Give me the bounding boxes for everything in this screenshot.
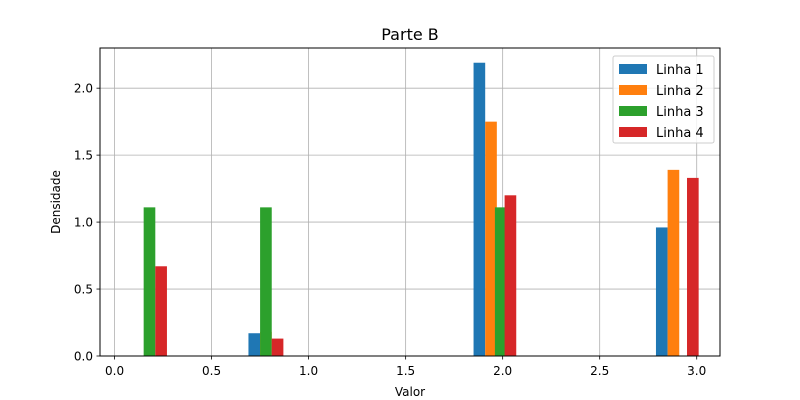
y-axis-label: Densidade bbox=[49, 170, 63, 234]
bar-linha-2 bbox=[485, 121, 497, 356]
bar-linha-4 bbox=[271, 338, 284, 356]
legend-swatch bbox=[619, 85, 647, 95]
legend-label: Linha 2 bbox=[656, 84, 704, 99]
y-tick-label: 1.5 bbox=[74, 149, 93, 163]
bar-linha-1 bbox=[473, 62, 486, 356]
bar-linha-4 bbox=[504, 195, 517, 356]
bar-linha-2 bbox=[667, 169, 680, 356]
legend-swatch bbox=[619, 106, 647, 116]
legend: Linha 1 Linha 2 Linha 3 Linha 4 bbox=[612, 55, 715, 144]
y-tick-label: 1.0 bbox=[74, 216, 93, 230]
bar-linha-4 bbox=[155, 266, 167, 356]
x-tick-label: 2.0 bbox=[493, 364, 512, 378]
bar-linha-4 bbox=[687, 177, 699, 356]
legend-label: Linha 1 bbox=[656, 63, 704, 78]
grid-lines bbox=[100, 48, 720, 357]
bar-linha-3 bbox=[494, 207, 507, 356]
x-tick-label: 1.5 bbox=[396, 364, 415, 378]
x-tick-label: 0.0 bbox=[105, 364, 124, 378]
x-tick-label: 0.5 bbox=[202, 364, 221, 378]
bar-linha-1 bbox=[655, 227, 668, 356]
legend-label: Linha 4 bbox=[656, 126, 704, 141]
legend-swatch bbox=[619, 64, 647, 74]
y-tick-label: 0.5 bbox=[74, 283, 93, 297]
legend-label: Linha 3 bbox=[656, 105, 704, 120]
y-tick-label: 2.0 bbox=[74, 82, 93, 96]
x-tick-label: 2.5 bbox=[590, 364, 609, 378]
bars bbox=[143, 62, 699, 356]
bar-linha-3 bbox=[143, 207, 156, 356]
y-tick-label: 0.0 bbox=[74, 350, 93, 364]
x-axis-label: Valor bbox=[395, 385, 425, 399]
x-tick-label: 1.0 bbox=[299, 364, 318, 378]
chart-title: Parte B bbox=[381, 25, 439, 44]
bar-linha-1 bbox=[248, 333, 261, 356]
plot-frame bbox=[99, 47, 721, 357]
x-tick-label: 3.0 bbox=[687, 364, 706, 378]
ticks: 0.0 0.5 1.0 1.5 2.0 2.5 3.0 0.0 0.5 1.0 1.5 2.0 bbox=[74, 82, 706, 378]
legend-box bbox=[612, 55, 715, 144]
bar-linha-3 bbox=[260, 207, 272, 356]
legend-swatch bbox=[619, 127, 647, 137]
